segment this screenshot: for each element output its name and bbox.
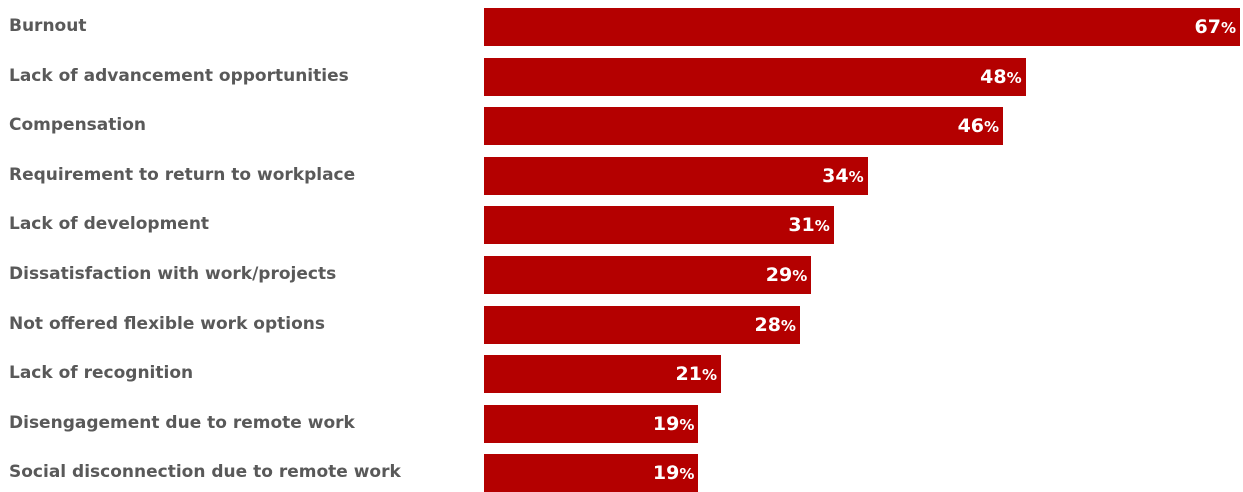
data-label: 67% bbox=[1195, 18, 1236, 37]
data-label: 31% bbox=[788, 216, 829, 235]
category-label: Lack of recognition bbox=[9, 363, 194, 384]
bar bbox=[484, 206, 834, 245]
data-label-unit: % bbox=[780, 316, 796, 335]
category-label: Burnout bbox=[9, 16, 87, 36]
category-label: Requirement to return to workplace bbox=[9, 164, 356, 185]
category-label: Lack of development bbox=[9, 214, 210, 235]
category-label: Disengagement due to remote work bbox=[9, 412, 355, 433]
data-label: 28% bbox=[754, 313, 796, 336]
data-label-unit: % bbox=[792, 267, 808, 285]
bar bbox=[484, 156, 868, 195]
category-label: Compensation bbox=[9, 115, 146, 136]
data-label-value: 46 bbox=[957, 115, 985, 138]
data-label-unit: % bbox=[1006, 68, 1022, 87]
data-label: 46% bbox=[958, 117, 999, 136]
category-label: Social disconnection due to remote work bbox=[9, 462, 401, 483]
bar bbox=[484, 256, 812, 294]
data-label-value: 67 bbox=[1194, 16, 1221, 38]
data-label-value: 21 bbox=[675, 363, 702, 386]
bar bbox=[484, 305, 800, 344]
bar bbox=[484, 57, 1026, 96]
data-label-value: 19 bbox=[652, 412, 680, 435]
data-label-unit: % bbox=[1220, 19, 1236, 37]
data-label: 48% bbox=[980, 65, 1022, 88]
data-label-value: 48 bbox=[980, 65, 1007, 88]
data-label: 29% bbox=[766, 266, 807, 285]
category-label: Dissatisfaction with work/projects bbox=[9, 264, 337, 284]
data-label: 19% bbox=[653, 464, 694, 483]
data-label-unit: % bbox=[984, 118, 1000, 137]
data-label-unit: % bbox=[701, 366, 717, 385]
data-label-value: 31 bbox=[788, 214, 815, 237]
data-label-unit: % bbox=[814, 217, 830, 236]
data-label: 21% bbox=[675, 365, 716, 384]
bar bbox=[484, 355, 721, 394]
bar bbox=[484, 8, 1240, 46]
data-label: 34% bbox=[822, 164, 864, 187]
data-label: 19% bbox=[652, 412, 695, 435]
bar bbox=[484, 404, 699, 443]
data-label-value: 34 bbox=[822, 164, 849, 187]
data-label-unit: % bbox=[848, 167, 864, 186]
category-label: Not offered flexible work options bbox=[9, 313, 325, 334]
data-label-value: 19 bbox=[652, 462, 680, 485]
data-label-unit: % bbox=[679, 465, 695, 484]
data-label-value: 28 bbox=[754, 313, 781, 336]
data-label-unit: % bbox=[679, 415, 695, 434]
data-label-value: 29 bbox=[765, 264, 793, 286]
bar bbox=[484, 107, 1004, 146]
category-label: Lack of advancement opportunities bbox=[9, 65, 349, 86]
